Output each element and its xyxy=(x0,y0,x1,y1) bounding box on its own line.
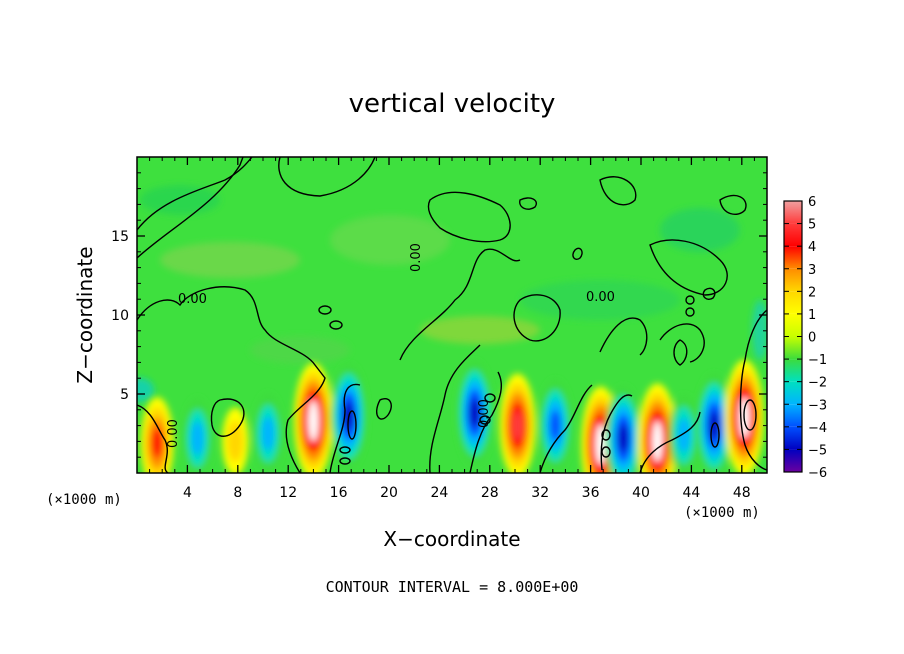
colorbar-segment xyxy=(784,246,802,269)
velocity-cell-level xyxy=(261,416,275,451)
colorbar-segment xyxy=(784,359,802,382)
velocity-cell xyxy=(499,373,536,473)
x-tick-label: 36 xyxy=(582,485,600,501)
colorbar-segment xyxy=(784,291,802,314)
x-tick-label: 40 xyxy=(632,485,650,501)
colorbar-tick-label: 6 xyxy=(808,195,816,210)
velocity-cell xyxy=(253,393,283,473)
velocity-cell xyxy=(605,386,642,473)
x-unit-left: (×1000 m) xyxy=(46,492,122,508)
x-tick-label: 8 xyxy=(233,485,242,501)
colorbar-segment xyxy=(784,201,802,224)
velocity-cell xyxy=(140,396,174,473)
x-axis: 4 8 12 16 20 24 28 32 36 40 44 48 xyxy=(149,157,755,501)
contour-label: 0.00 xyxy=(586,290,615,305)
velocity-cell xyxy=(330,364,367,469)
x-unit-right: (×1000 m) xyxy=(684,505,760,521)
colorbar-tick-label: 1 xyxy=(808,308,816,323)
colorbar-tick-label: 3 xyxy=(808,263,816,278)
colorbar-segment xyxy=(784,336,802,360)
colorbar-segment xyxy=(784,381,802,405)
contour-labels: 0.00 0.00 0.00 0.00 0.00 xyxy=(166,243,615,448)
velocity-cell-level xyxy=(618,424,629,453)
colorbar-segment xyxy=(784,268,802,292)
velocity-cell-peak xyxy=(308,400,319,442)
velocity-cell xyxy=(637,383,677,473)
colorbar: 6 5 4 3 2 1 0 −1 −2 −3 −4 −5 −6 xyxy=(783,195,827,481)
plot-area: 0.00 0.00 0.00 0.00 0.00 xyxy=(137,157,767,473)
velocity-cell-level xyxy=(512,411,523,440)
velocity-cell-level xyxy=(469,398,480,428)
x-tick-label: 20 xyxy=(380,485,398,501)
colorbar-segment xyxy=(784,426,802,450)
velocity-cell xyxy=(538,379,572,472)
contour-label: 0.00 xyxy=(166,419,181,448)
contour-label: 0.00 xyxy=(477,399,492,428)
velocity-cell xyxy=(222,407,249,473)
x-tick-label: 12 xyxy=(279,485,297,501)
contour-label: 0.00 xyxy=(409,243,424,272)
x-tick-label: 4 xyxy=(183,485,192,501)
colorbar-tick-label: 0 xyxy=(808,331,816,346)
x-axis-label: X−coordinate xyxy=(383,527,520,551)
y-axis: 5 10 15 xyxy=(111,172,767,458)
x-tick-label: 32 xyxy=(531,485,549,501)
x-tick-label: 44 xyxy=(682,485,700,501)
colorbar-tick-label: 2 xyxy=(808,285,816,300)
colorbar-tick-label: −5 xyxy=(808,443,827,458)
x-tick-label: 16 xyxy=(330,485,348,501)
velocity-cell xyxy=(669,395,699,473)
velocity-cell-level xyxy=(227,421,244,462)
contour-label: 0.00 xyxy=(178,292,207,307)
velocity-cell-level xyxy=(151,427,163,459)
x-tick-label: 28 xyxy=(481,485,499,501)
velocity-cell xyxy=(293,362,333,473)
y-axis-label: Z−coordinate xyxy=(73,246,97,383)
velocity-cell xyxy=(182,398,213,473)
velocity-cell-peak xyxy=(652,421,663,462)
colorbar-tick-label: 5 xyxy=(808,218,816,233)
colorbar-tick-label: 4 xyxy=(808,240,816,255)
colorbar-segment xyxy=(784,223,802,247)
colorbar-tick-label: −3 xyxy=(808,398,827,413)
colorbar-segment xyxy=(784,404,802,427)
y-tick-label: 5 xyxy=(120,387,129,403)
velocity-cell-level xyxy=(191,421,204,456)
velocity-cell xyxy=(456,360,493,465)
chart-title: vertical velocity xyxy=(349,89,556,119)
y-tick-label: 10 xyxy=(111,308,129,324)
colorbar-tick-label: −2 xyxy=(808,376,827,391)
x-tick-label: 48 xyxy=(733,485,751,501)
velocity-cell xyxy=(696,373,733,473)
zero-contours xyxy=(137,157,767,473)
colorbar-tick-label: −4 xyxy=(808,421,827,436)
velocity-cell-level xyxy=(677,417,691,453)
velocity-cell-level xyxy=(549,410,561,441)
colorbar-tick-label: −1 xyxy=(808,353,827,368)
colorbar-segment xyxy=(784,449,802,472)
colorbar-tick-label: −6 xyxy=(808,466,827,481)
y-tick-label: 15 xyxy=(111,229,129,245)
x-tick-label: 24 xyxy=(430,485,448,501)
colorbar-segment xyxy=(784,313,802,337)
contour-interval-note: CONTOUR INTERVAL = 8.000E+00 xyxy=(326,578,579,596)
